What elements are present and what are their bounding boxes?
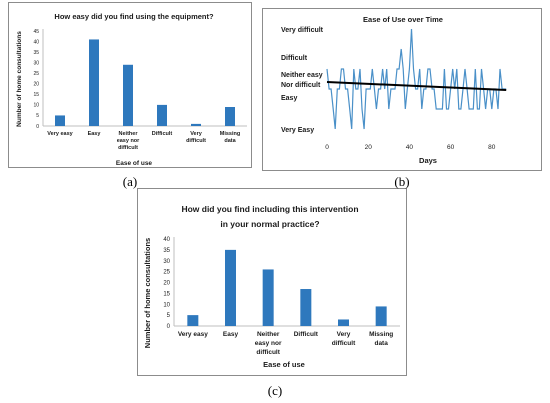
series-line [326,28,507,130]
bar [191,123,201,126]
y-tick-label: 10 [163,302,170,308]
chart-panel-b: Ease of Use over Time Very Easy Easy Neithe… [262,8,542,171]
y-tick-label: 20 [33,82,39,88]
caption-b: (b) [394,174,410,189]
bar [338,319,349,326]
x-tick-label: 80 [488,144,496,151]
y-tick-label: 25 [163,270,170,276]
y-tick-label: Nor difficult [281,82,321,89]
line-chart-ease-over-time: Ease of Use over Time Very Easy Easy Neithe… [281,15,507,165]
y-tick-label: 0 [36,124,39,130]
y-tick-label: 40 [163,237,170,243]
chart-title: How did you find including this interven… [181,204,358,214]
y-tick-label: 35 [33,50,39,56]
x-tick-label: difficult [118,145,138,151]
bar [262,269,274,326]
chart-title: Ease of Use over Time [363,15,443,24]
y-tick-label: 25 [33,71,39,77]
y-tick-label: 15 [33,92,39,98]
x-tick-label: difficult [256,349,280,356]
x-tick-label: difficult [186,138,206,144]
y-axis-label: Number of home consultations [143,238,152,348]
y-tick-label: 20 [163,281,170,287]
bar [300,289,312,326]
x-tick-label: Very easy [47,131,73,137]
bar-chart-intervention: How did you find including this interven… [143,204,400,369]
y-tick-label: 0 [167,324,171,330]
y-tick-label: 30 [163,259,170,265]
x-tick-label: Missing [220,131,240,137]
x-tick-label: 0 [325,144,329,151]
chart-title: in your normal practice? [220,219,319,229]
x-tick-label: difficult [332,340,356,347]
x-axis-label: Ease of use [263,360,305,369]
y-tick-label: 40 [33,39,39,45]
x-tick-label: Missing [369,331,393,338]
y-tick-label: Very Easy [281,127,314,134]
bar [157,104,167,126]
chart-title: How easy did you find using the equipmen… [54,12,214,21]
bar [55,115,65,126]
x-tick-label: 20 [365,144,373,151]
y-tick-label: Neither easy [281,72,323,79]
y-tick-label: 10 [33,103,39,109]
x-tick-label: easy nor [255,340,282,347]
caption-a: (a) [122,174,138,189]
y-tick-label: Very difficult [281,27,324,34]
bar [187,315,199,326]
x-tick-label: Difficult [294,331,319,338]
x-tick-label: data [374,340,388,347]
y-tick-label: Difficult [281,55,308,62]
bar-chart-equipment: How easy did you find using the equipmen… [16,12,247,167]
x-tick-label: 40 [406,144,414,151]
y-tick-label: 35 [163,248,170,254]
chart-panel-c: How did you find including this interven… [137,188,407,376]
bar [123,64,133,126]
x-tick-label: Easy [223,331,239,338]
x-tick-label: easy nor [117,138,140,144]
x-tick-label: Easy [88,131,102,137]
y-tick-label: 5 [36,113,39,119]
caption-c: (c) [267,383,283,398]
y-tick-label: 45 [33,29,39,35]
bar [225,249,236,326]
y-tick-label: 15 [163,291,170,297]
x-tick-label: Neither [257,331,280,338]
y-axis-label: Number of home consultations [16,31,23,127]
x-tick-label: data [224,138,236,144]
x-tick-label: Difficult [152,131,173,137]
bar [225,107,235,126]
x-tick-label: Very easy [178,331,208,338]
x-tick-label: Very [190,131,203,137]
chart-panel-a: How easy did you find using the equipmen… [8,2,252,168]
x-tick-label: Neither [119,131,139,137]
bar [375,306,387,326]
x-tick-label: Very [337,331,351,338]
trend-line [326,81,507,91]
x-axis-label: Days [419,156,437,165]
y-tick-label: Easy [281,95,297,102]
y-tick-label: 30 [33,60,39,66]
x-axis-label: Ease of use [116,160,153,167]
bar [89,39,99,126]
x-tick-label: 60 [447,144,455,151]
y-tick-label: 5 [167,313,171,319]
